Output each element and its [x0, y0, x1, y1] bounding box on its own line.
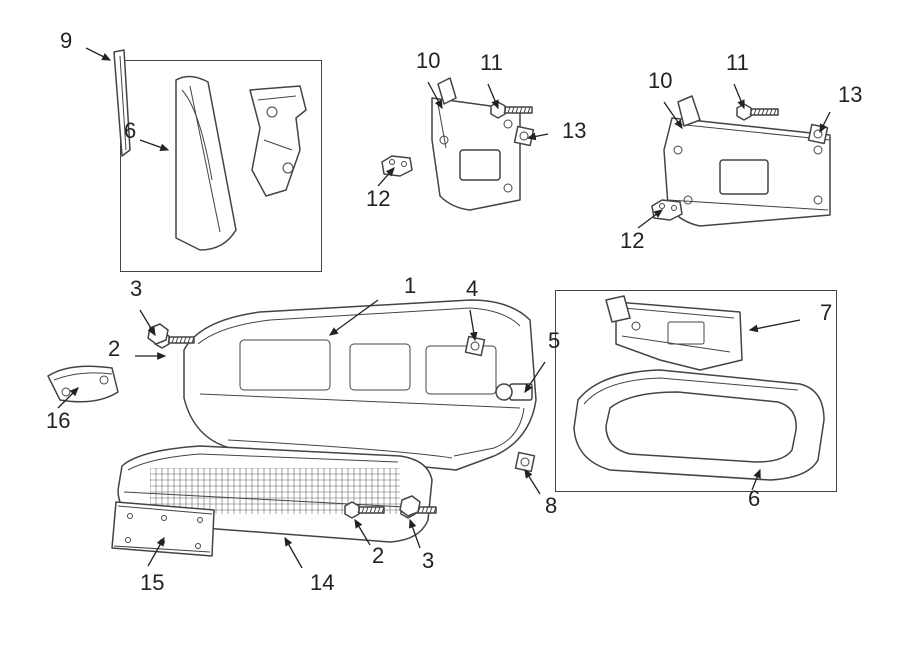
callout-6: 6 — [748, 486, 760, 512]
callout-2: 2 — [108, 336, 120, 362]
small-brackets — [382, 156, 682, 220]
callout-6: 6 — [124, 118, 136, 144]
part-3-bottom — [400, 496, 420, 516]
callout-12: 12 — [366, 186, 390, 212]
callout-10: 10 — [416, 48, 440, 74]
part-7 — [606, 296, 742, 370]
callout-4: 4 — [466, 276, 478, 302]
part-15 — [112, 502, 214, 556]
callout-10: 10 — [648, 68, 672, 94]
callout-3: 3 — [422, 548, 434, 574]
part-3-top — [148, 324, 168, 344]
callout-2: 2 — [372, 543, 384, 569]
callout-16: 16 — [46, 408, 70, 434]
part-6-left — [176, 76, 306, 250]
callout-11: 11 — [480, 50, 503, 76]
callout-5: 5 — [548, 328, 560, 354]
callout-1: 1 — [404, 273, 416, 299]
part-5 — [496, 384, 532, 400]
part-10-left — [432, 78, 520, 210]
callout-11: 11 — [726, 50, 749, 76]
part-16 — [48, 366, 118, 402]
callout-12: 12 — [620, 228, 644, 254]
diagram-canvas — [0, 0, 900, 662]
callout-8: 8 — [545, 493, 557, 519]
callout-13: 13 — [562, 118, 586, 144]
part-1 — [184, 300, 536, 470]
callout-13: 13 — [838, 82, 862, 108]
callout-14: 14 — [310, 570, 334, 596]
callout-15: 15 — [140, 570, 164, 596]
callout-9: 9 — [60, 28, 72, 54]
callout-7: 7 — [820, 300, 832, 326]
callout-3: 3 — [130, 276, 142, 302]
part-6-right — [574, 370, 824, 480]
